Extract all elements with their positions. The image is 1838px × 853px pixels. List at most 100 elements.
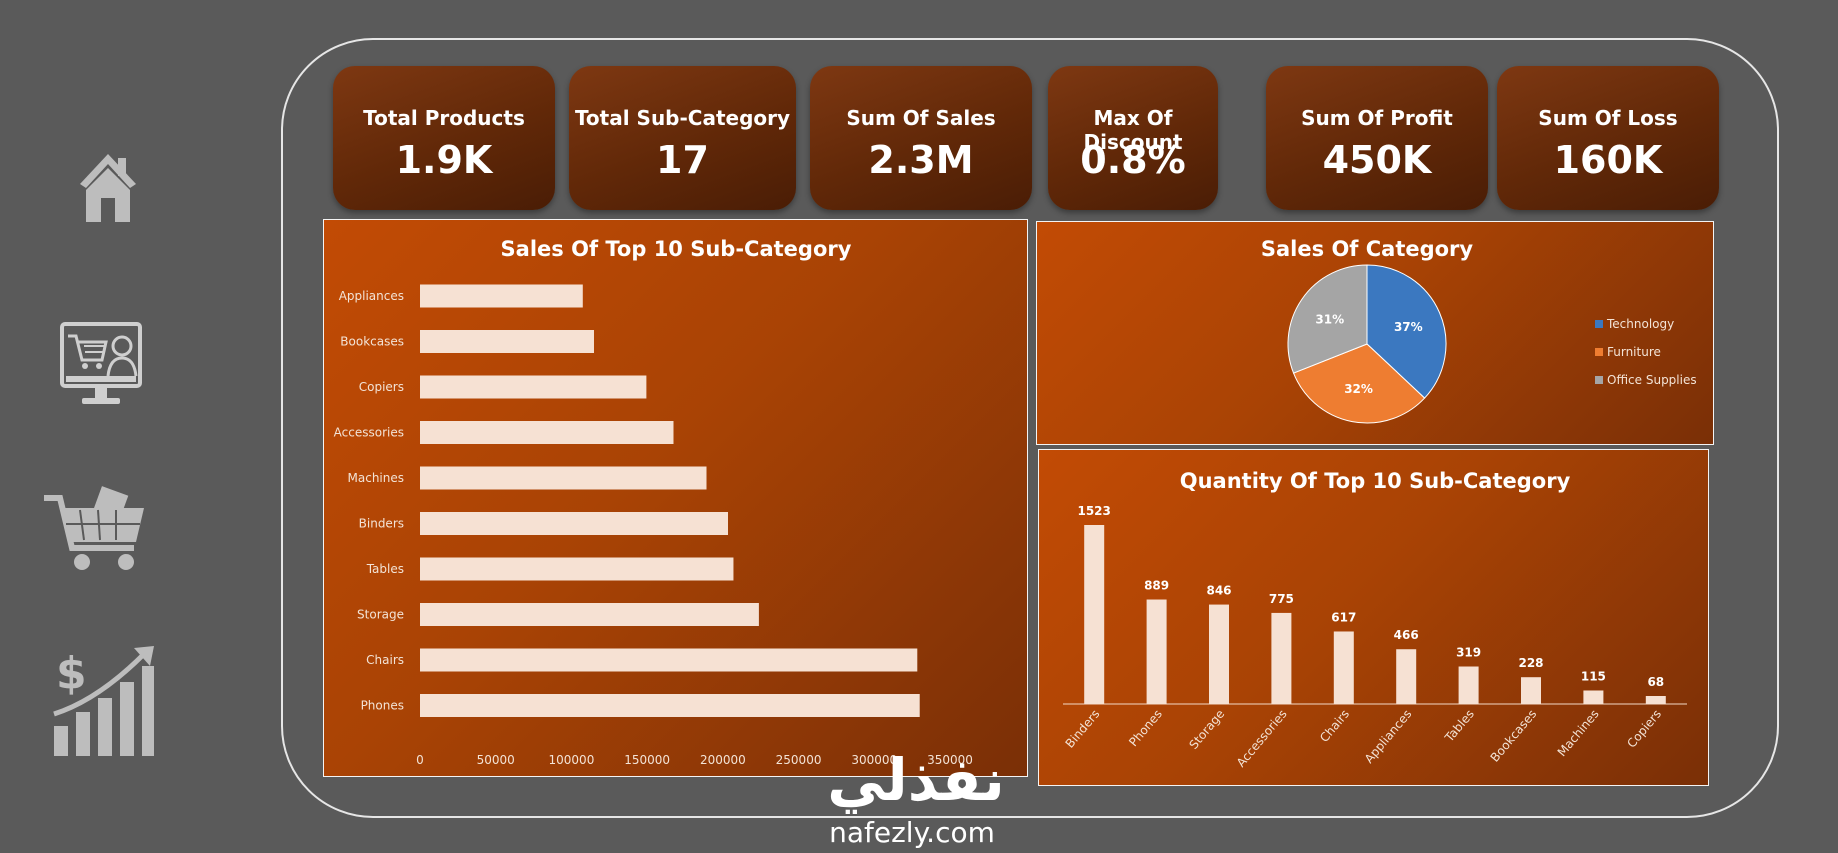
bar-phones [1146, 599, 1167, 704]
chart-title: Sales Of Category [1261, 237, 1474, 261]
category-label: Copiers [1624, 707, 1664, 751]
category-label: Appliances [339, 289, 404, 303]
bar-bookcases [420, 330, 594, 353]
kpi-total-products: Total Products 1.9K [333, 66, 555, 210]
data-label: 889 [1144, 579, 1169, 593]
legend-swatch [1595, 348, 1603, 356]
category-label: Appliances [1362, 707, 1415, 766]
category-label: Phones [361, 699, 404, 713]
category-label: Tables [366, 562, 404, 576]
category-label: Machines [1555, 707, 1602, 759]
legend-label: Furniture [1607, 345, 1661, 359]
bar-chairs [420, 648, 918, 672]
x-tick-label: 50000 [477, 753, 515, 767]
kpi-sum-of-profit: Sum Of Profit 450K [1266, 66, 1488, 210]
category-label: Tables [1442, 707, 1477, 745]
bar-bookcases [1521, 677, 1541, 704]
pie-slice-furniture [1292, 343, 1426, 424]
category-pie-chart: Sales Of Category 37% 32% 31% Technology Furn… [1261, 237, 1697, 424]
kpi-value: 0.8% [1080, 138, 1186, 182]
slice-label: 37% [1394, 320, 1423, 334]
watermark-logo: نفذلي nafezly.com [827, 748, 1004, 848]
chart-title: Sales Of Top 10 Sub-Category [501, 237, 852, 261]
kpi-title: Sum Of Sales [846, 106, 996, 130]
data-label: 846 [1206, 584, 1231, 598]
data-label: 228 [1518, 656, 1543, 670]
x-tick-label: 250000 [776, 753, 822, 767]
x-tick-label: 200000 [700, 753, 746, 767]
kpi-title: Max Of Discount [1083, 106, 1183, 154]
bar-binders [420, 512, 729, 535]
sales-by-category-panel: Sales Of Category 37% 32% 31% Technology Furn… [1036, 221, 1714, 445]
svg-text:$: $ [56, 648, 87, 699]
watermark-arabic: نفذلي [827, 748, 1004, 814]
pie-slice-office-supplies [1287, 264, 1368, 374]
bar-chairs [1333, 631, 1354, 704]
x-tick-label: 300000 [851, 753, 897, 767]
bar-phones [420, 694, 920, 717]
bar-tables [1458, 666, 1479, 704]
quantity-bar-chart: Quantity Of Top 10 Sub-Category 1523 Binde… [1063, 469, 1687, 770]
x-tick-label: 100000 [549, 753, 595, 767]
bar-machines [1583, 690, 1604, 704]
data-label: 68 [1647, 675, 1664, 689]
category-label: Bookcases [340, 335, 404, 349]
sales-growth-icon[interactable]: $ [48, 640, 158, 758]
bar-machines [420, 466, 707, 490]
category-label: Chairs [1317, 707, 1352, 745]
legend-label: Office Supplies [1607, 373, 1697, 387]
legend-label: Technology [1606, 317, 1674, 331]
slice-label: 32% [1344, 382, 1373, 396]
category-label: Binders [359, 517, 404, 531]
bar-appliances [420, 284, 583, 308]
kpi-value: 2.3M [868, 138, 974, 182]
dashboard-frame [281, 38, 1779, 818]
bar-appliances [1396, 649, 1417, 704]
data-label: 319 [1456, 646, 1481, 660]
kpi-total-sub-category: Total Sub-Category 17 [569, 66, 796, 210]
bar-binders [1084, 525, 1105, 704]
data-label: 1523 [1077, 504, 1110, 518]
data-label: 775 [1269, 592, 1294, 606]
watermark-latin: nafezly.com [829, 816, 995, 848]
bar-copiers [420, 375, 647, 399]
kpi-title: Total Sub-Category [574, 106, 791, 130]
quantity-by-sub-category-panel: Quantity Of Top 10 Sub-Category 1523 Binde… [1038, 449, 1709, 786]
kpi-title: Sum Of Profit [1301, 106, 1453, 130]
bar-storage [1209, 604, 1229, 704]
category-label: Storage [357, 608, 404, 622]
bar-storage [420, 603, 759, 626]
x-tick-label: 150000 [624, 753, 670, 767]
data-label: 466 [1394, 628, 1419, 642]
category-label: Binders [1063, 707, 1103, 751]
category-label: Copiers [359, 380, 404, 394]
kpi-max-of-discount: Max Of Discount 0.8% [1048, 66, 1218, 210]
kpi-value: 17 [656, 138, 709, 182]
legend-swatch [1595, 320, 1603, 328]
bar-copiers [1645, 696, 1666, 704]
online-shopping-icon[interactable] [58, 320, 144, 412]
category-label: Accessories [1234, 707, 1290, 770]
sales-by-sub-category-panel: Sales Of Top 10 Sub-Category Appliances Bo… [323, 219, 1028, 777]
kpi-sum-of-loss: Sum Of Loss 160K [1497, 66, 1719, 210]
x-tick-label: 0 [416, 753, 424, 767]
category-label: Bookcases [1488, 707, 1540, 765]
shopping-cart-icon[interactable] [42, 484, 148, 574]
chart-title: Quantity Of Top 10 Sub-Category [1180, 469, 1571, 493]
category-label: Accessories [334, 426, 404, 440]
kpi-value: 160K [1553, 138, 1663, 182]
category-label: Chairs [366, 653, 404, 667]
category-label: Storage [1186, 707, 1227, 752]
home-icon[interactable] [78, 150, 138, 226]
kpi-value: 1.9K [395, 138, 493, 182]
bar-tables [420, 557, 734, 581]
bar-accessories [1271, 612, 1292, 704]
data-label: 115 [1581, 669, 1606, 683]
sales-bar-chart: Sales Of Top 10 Sub-Category Appliances Bo… [334, 237, 973, 767]
kpi-title: Total Products [363, 106, 525, 130]
kpi-title: Sum Of Loss [1538, 106, 1678, 130]
data-label: 617 [1331, 610, 1356, 624]
category-label: Machines [348, 471, 404, 485]
x-tick-label: 350000 [927, 753, 973, 767]
bar-accessories [420, 421, 674, 444]
